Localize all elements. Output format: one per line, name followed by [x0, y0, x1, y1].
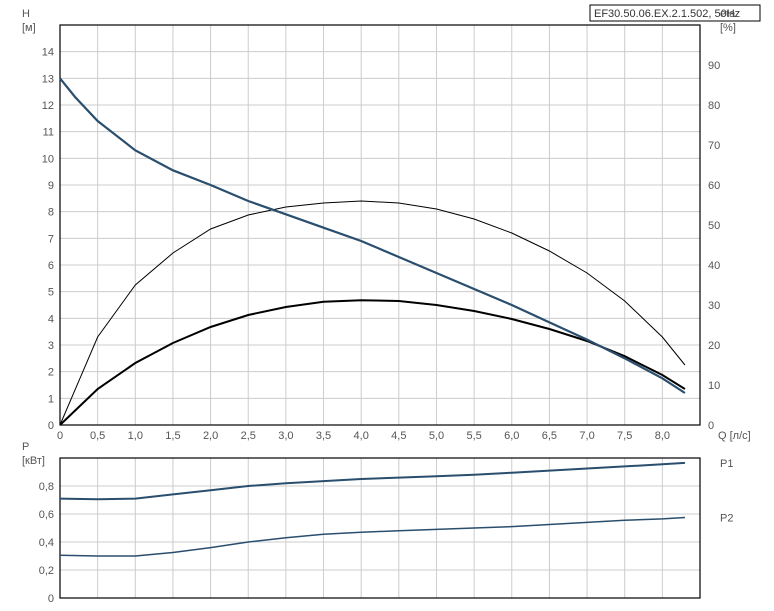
y-left-tick-label: 0,2 — [39, 565, 54, 577]
y-right-tick-label: 70 — [708, 140, 720, 152]
y-right-tick-label: 30 — [708, 300, 720, 312]
y-left-label-bottom: [кВт] — [22, 455, 45, 467]
y-left-tick-label: 6 — [48, 260, 54, 272]
p1-label: P1 — [720, 458, 733, 470]
x-tick-label: 4,5 — [391, 430, 406, 442]
y-right-tick-label: 0 — [708, 420, 714, 432]
y-right-label-top: eta — [720, 8, 736, 20]
y-left-tick-label: 0,6 — [39, 509, 54, 521]
y-right-tick-label: 10 — [708, 380, 720, 392]
x-tick-label: 0 — [57, 430, 63, 442]
y-left-label-top: P — [22, 441, 29, 453]
y-left-tick-label: 10 — [42, 153, 54, 165]
y-left-tick-label: 12 — [42, 100, 54, 112]
x-tick-label: 8,0 — [655, 430, 670, 442]
y-left-tick-label: 11 — [43, 127, 54, 139]
y-left-label-bottom: [м] — [22, 22, 36, 34]
title-text: EF30.50.06.EX.2.1.502, 50Hz — [594, 8, 740, 20]
y-left-label-top: H — [22, 8, 30, 20]
y-right-tick-label: 40 — [708, 260, 720, 272]
x-tick-label: 7,0 — [579, 430, 594, 442]
x-tick-label: 2,5 — [241, 430, 256, 442]
x-tick-label: 0,5 — [90, 430, 105, 442]
x-tick-label: 5,0 — [429, 430, 444, 442]
y-left-tick-label: 5 — [48, 287, 54, 299]
y-right-tick-label: 80 — [708, 100, 720, 112]
p2-label: P2 — [720, 513, 733, 525]
x-tick-label: 4,0 — [354, 430, 369, 442]
y-right-tick-label: 60 — [708, 180, 720, 192]
y-left-tick-label: 4 — [48, 313, 54, 325]
y-left-tick-label: 0,8 — [39, 481, 54, 493]
y-left-tick-label: 0,4 — [39, 537, 54, 549]
y-right-tick-label: 20 — [708, 340, 720, 352]
x-tick-label: 1,5 — [165, 430, 180, 442]
x-tick-label: 3,0 — [278, 430, 293, 442]
y-left-tick-label: 1 — [48, 393, 54, 405]
y-right-tick-label: 90 — [708, 60, 720, 72]
x-tick-label: 2,0 — [203, 430, 218, 442]
y-left-tick-label: 7 — [48, 233, 54, 245]
y-right-label-bottom: [%] — [720, 22, 736, 34]
x-axis-label: Q [л/с] — [718, 430, 751, 442]
y-left-tick-label: 3 — [48, 340, 54, 352]
x-tick-label: 7,5 — [617, 430, 632, 442]
y-left-tick-label: 9 — [48, 180, 54, 192]
y-left-tick-label: 0 — [48, 593, 54, 605]
y-right-tick-label: 50 — [708, 220, 720, 232]
y-left-tick-label: 14 — [42, 47, 54, 59]
x-tick-label: 6,0 — [504, 430, 519, 442]
y-left-tick-label: 0 — [48, 420, 54, 432]
x-tick-label: 5,5 — [466, 430, 481, 442]
pump-performance-chart: EF30.50.06.EX.2.1.502, 50Hz 0 0,5 1,0 1,5 2,0… — [0, 0, 774, 611]
x-tick-label: 1,0 — [128, 430, 143, 442]
y-left-tick-label: 2 — [48, 367, 54, 379]
x-tick-label: 6,5 — [542, 430, 557, 442]
x-tick-label: 3,5 — [316, 430, 331, 442]
y-left-tick-label: 13 — [42, 73, 54, 85]
y-left-tick-label: 8 — [48, 207, 54, 219]
